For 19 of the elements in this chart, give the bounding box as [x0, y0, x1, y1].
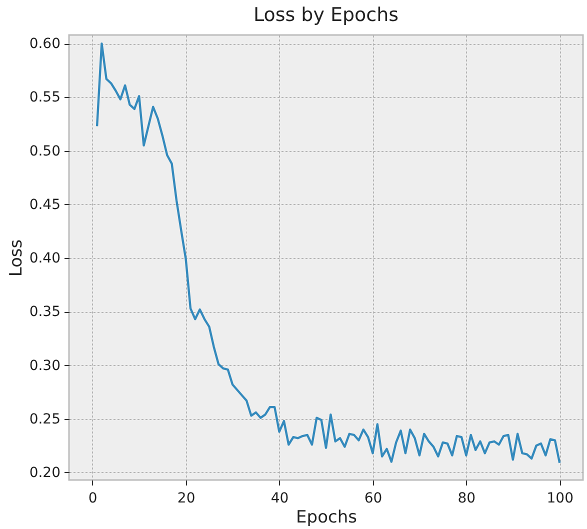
y-tick-label: 0.50 — [29, 143, 60, 160]
x-tick-label: 60 — [364, 490, 382, 506]
y-tick-label: 0.55 — [29, 90, 60, 106]
y-tick-label: 0.45 — [29, 196, 60, 213]
x-tick-label: 100 — [546, 490, 574, 506]
y-tick-label: 0.40 — [29, 250, 60, 267]
y-axis-title: Loss — [6, 239, 26, 277]
y-tick-label: 0.30 — [29, 358, 60, 374]
y-tick-label: 0.60 — [29, 36, 60, 52]
y-tick-label: 0.20 — [29, 464, 60, 481]
chart-title: Loss by Epochs — [253, 4, 399, 26]
x-tick-label: 20 — [177, 490, 196, 506]
x-tick-label: 0 — [88, 490, 98, 506]
y-tick-label: 0.25 — [29, 411, 60, 428]
x-tick-label: 80 — [458, 490, 476, 506]
y-tick-label: 0.35 — [29, 304, 60, 320]
x-axis-title: Epochs — [296, 508, 358, 528]
line-series — [96, 42, 561, 464]
x-tick-label: 40 — [270, 490, 289, 506]
